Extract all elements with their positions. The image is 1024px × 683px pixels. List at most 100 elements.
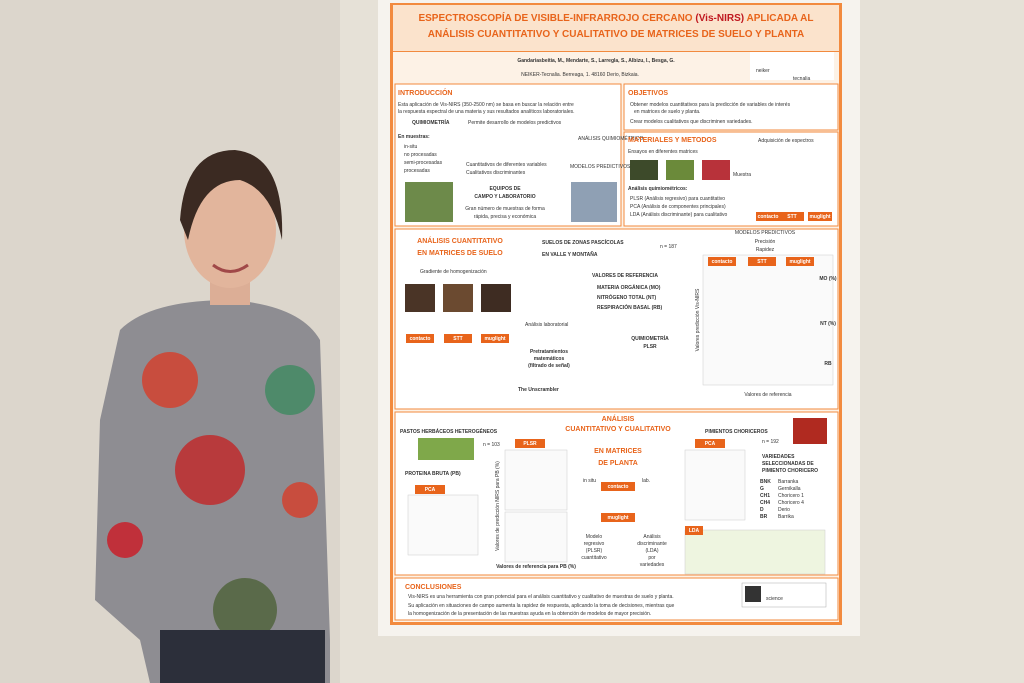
- poster-text: DE PLANTA: [598, 460, 638, 467]
- button-label: [444, 334, 472, 343]
- poster-text: n = 187: [660, 244, 677, 250]
- poster-text: ANÁLISIS QUIMIOMÉTRICO: [578, 135, 643, 142]
- button-label: [601, 482, 635, 491]
- button-text: contacto: [758, 214, 779, 220]
- poster-text: Obtener modelos cuantitativos para la pr…: [630, 102, 791, 108]
- poster-text: PLSR (Análisis regresivo) para cuantitat…: [630, 196, 725, 202]
- title-part: (Vis-NIRS): [695, 13, 744, 24]
- poster-text: Choricero 1: [778, 493, 804, 499]
- logo: neiker: [756, 68, 770, 74]
- poster-text: Cualitativos discriminantes: [466, 170, 526, 176]
- logo: tecnalia: [793, 76, 810, 82]
- logo: science: [766, 596, 783, 602]
- authors: Gandariasbeitia, M., Mendarte, S., Larre…: [517, 58, 675, 64]
- poster-text: Modelo: [586, 534, 603, 540]
- heading: CUANTITATIVO Y CUALITATIVO: [565, 426, 671, 433]
- poster-text: matemáticos: [534, 356, 565, 362]
- affiliation: NEIKER-Tecnalia. Berreaga, 1. 48160 Deri…: [521, 72, 639, 78]
- poster-text: CAMPO Y LABORATORIO: [474, 194, 535, 200]
- poster-text: regresivo: [584, 541, 605, 547]
- poster-text: Permite desarrollo de modelos predictivo…: [468, 120, 562, 126]
- button-text: PCA: [705, 441, 716, 447]
- button-label: [780, 212, 804, 221]
- heading: CONCLUSIONES: [405, 584, 462, 591]
- poster-text: RB: [824, 361, 832, 367]
- poster-text: discriminante: [637, 541, 667, 547]
- poster-text: lab.: [642, 478, 650, 484]
- title-band: [393, 5, 839, 51]
- poster-text: (LDA): [645, 548, 658, 554]
- heading: ANÁLISIS: [602, 414, 635, 423]
- button-label: [786, 257, 814, 266]
- poster-text: CH1: [760, 493, 770, 499]
- button-text: contacto: [608, 484, 629, 490]
- button-label: [601, 513, 635, 522]
- button-text: contacto: [410, 336, 431, 342]
- poster-text: NT (%): [820, 321, 836, 327]
- heading: MATERIALES Y METODOS: [628, 137, 717, 144]
- poster-text: Gernikalla: [778, 486, 801, 492]
- poster-text: rápida, precisa y económica: [474, 214, 536, 220]
- heading: EN MATRICES DE SUELO: [417, 250, 503, 257]
- poster-text: EN MATRICES: [594, 448, 642, 455]
- poster-text: Análisis: [643, 534, 661, 540]
- poster-text: PIMIENTO CHORICERO: [762, 468, 818, 474]
- poster-text: Valores de referencia: [744, 392, 791, 398]
- button-label: [748, 257, 776, 266]
- poster-text: Barrika: [778, 514, 794, 520]
- poster-text: En muestras:: [398, 134, 430, 140]
- poster-text: la respuesta espectral de una materia y …: [398, 109, 574, 115]
- button-label: [808, 212, 832, 221]
- button-text: PLSR: [523, 441, 537, 447]
- poster-text: Gran número de muestras de forma: [465, 206, 545, 212]
- poster-text: in-situ: [404, 144, 418, 150]
- poster-text: Gradiente de homogenización: [420, 269, 487, 275]
- button-text: STT: [757, 259, 766, 265]
- poster-text: MATERIA ORGÁNICA (MO): [597, 284, 661, 291]
- button-text: PCA: [425, 487, 436, 493]
- heading: ANÁLISIS CUANTITATIVO: [417, 236, 503, 245]
- button-label: [406, 334, 434, 343]
- poster-text: The Unscrambler: [518, 387, 559, 393]
- poster-text: no procesadas: [404, 152, 437, 158]
- button-text: STT: [787, 214, 796, 220]
- poster-text: Rapidez: [756, 247, 775, 253]
- poster-text: CH4: [760, 500, 770, 506]
- poster-text: BNK: [760, 479, 771, 485]
- button-text: LDA: [689, 528, 700, 534]
- poster-text: en matrices de suelo y planta.: [634, 109, 700, 115]
- heading: INTRODUCCIÓN: [398, 88, 452, 97]
- poster-text: MO (%): [819, 276, 837, 282]
- poster-text: n = 192: [762, 439, 779, 445]
- poster-text: RESPIRACIÓN BASAL (RB): [597, 303, 663, 311]
- poster-text: SELECCIONADAS DE: [762, 461, 814, 467]
- poster-text: PLSR: [643, 344, 657, 350]
- poster-text: PROTEINA BRUTA (PB): [405, 471, 461, 477]
- poster-text: procesadas: [404, 168, 430, 174]
- poster-text: SUELOS DE ZONAS PASCÍCOLAS: [542, 238, 624, 246]
- button-text: STT: [453, 336, 462, 342]
- poster-title: ESPECTROSCOPÍA DE VISIBLE-INFRARROJO CER…: [418, 11, 813, 24]
- poster-text: (PLSR): [586, 548, 603, 554]
- poster-text: EQUIPOS DE: [489, 186, 521, 192]
- figures: [405, 52, 834, 608]
- poster-text: cuantitativo: [581, 555, 607, 561]
- poster-text: PCA (Análisis de componentes principales…: [630, 204, 726, 210]
- poster-text: VARIEDADES: [762, 454, 795, 460]
- button-label: [708, 257, 736, 266]
- poster-text: EN VALLE Y MONTAÑA: [542, 251, 598, 258]
- poster-text: D: [760, 507, 764, 513]
- poster-text: (filtrado de señal): [528, 363, 570, 369]
- button-text: muglight: [484, 336, 505, 342]
- poster-title: ANÁLISIS CUANTITATIVO Y CUALITATIVO DE M…: [428, 27, 805, 40]
- poster-text: Derio: [778, 507, 790, 513]
- poster-text: Muestra: [733, 172, 751, 178]
- poster-text: QUIMIOMETRÍA: [412, 118, 450, 126]
- poster-text: Adquisición de espectros: [758, 138, 814, 144]
- poster-text: Esta aplicación de Vis-NIRS (350-2500 nm…: [398, 102, 574, 108]
- poster-text: PASTOS HERBÁCEOS HETEROGÉNEOS: [400, 427, 498, 435]
- poster-text: Análisis laboratorial: [525, 322, 568, 328]
- poster-text: Pretratamientos: [530, 349, 568, 355]
- poster-text: BR: [760, 514, 768, 520]
- title-part: APLICADA AL: [744, 13, 813, 24]
